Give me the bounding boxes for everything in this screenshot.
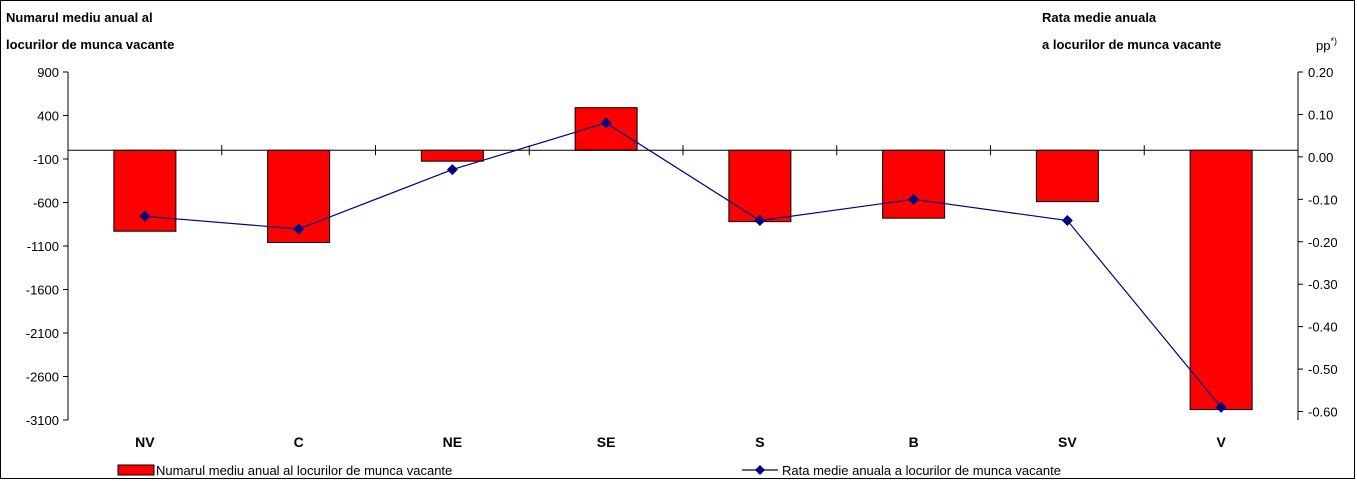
- right-tick-label: -0.20: [1308, 235, 1338, 250]
- category-axis: [68, 145, 1298, 156]
- legend: Numarul mediu anual al locurilor de munc…: [117, 463, 1061, 478]
- rate-point-B: [908, 193, 920, 205]
- legend-bar-label: Numarul mediu anual al locurilor de munc…: [156, 463, 452, 478]
- category-label-SE: SE: [597, 434, 616, 450]
- rate-line: [144, 122, 1222, 408]
- right-axis-title-line2: a locurilor de munca vacante: [1042, 37, 1221, 52]
- rate-point-V: [1215, 401, 1227, 413]
- category-label-B: B: [909, 434, 919, 450]
- right-tick-label: -0.30: [1308, 277, 1338, 292]
- left-tick-label: -3100: [26, 413, 59, 428]
- right-tick-label: -0.50: [1308, 362, 1338, 377]
- left-tick-label: 900: [37, 65, 59, 80]
- legend-line-label: Rata medie anuala a locurilor de munca v…: [782, 463, 1061, 478]
- bar-SV: [1035, 149, 1099, 203]
- category-label-NE: NE: [443, 434, 462, 450]
- category-label-SV: SV: [1058, 434, 1077, 450]
- category-label-C: C: [294, 434, 304, 450]
- rate-point-C: [293, 223, 305, 235]
- right-tick-label: 0.00: [1308, 150, 1333, 165]
- legend-bar-swatch: [117, 464, 155, 476]
- right-axis: 0.20 0.10 0.00 -0.10 -0.20 -0.30 -0.40 -0.50 -0.…: [1297, 65, 1338, 420]
- left-axis-title-line2: locurilor de munca vacante: [6, 37, 174, 52]
- bar-series: [113, 107, 1253, 411]
- left-tick-label: -100: [33, 152, 59, 167]
- right-axis-unit: pp*): [1316, 36, 1337, 53]
- rate-point-NV: [139, 210, 151, 222]
- left-axis: 900 400 -100 -600 -1100 -1600 -2100 -2600 -3100: [26, 65, 69, 428]
- legend-line-marker: [755, 465, 765, 475]
- category-label-NV: NV: [135, 434, 155, 450]
- right-tick-label: -0.40: [1308, 320, 1338, 335]
- right-tick-label: 0.20: [1308, 65, 1333, 80]
- category-label-V: V: [1216, 434, 1226, 450]
- line-series: [139, 117, 1227, 413]
- left-tick-label: -2100: [26, 326, 59, 341]
- bar-S: [728, 149, 792, 223]
- category-label-S: S: [755, 434, 764, 450]
- left-tick-label: -600: [33, 196, 59, 211]
- rate-point-SE: [600, 117, 612, 129]
- left-tick-label: -1100: [27, 239, 59, 254]
- left-tick-label: -1600: [26, 283, 59, 298]
- category-labels: NV C NE SE S B SV V: [135, 434, 1226, 450]
- left-tick-label: 400: [37, 109, 59, 124]
- left-axis-title-line1: Numarul mediu anual al: [6, 10, 153, 25]
- rate-point-NE: [446, 164, 458, 176]
- rate-point-SV: [1061, 215, 1073, 227]
- rate-point-S: [754, 215, 766, 227]
- right-axis-title-line1: Rata medie anuala: [1042, 10, 1157, 25]
- bar-V: [1189, 149, 1253, 411]
- bar-B: [882, 149, 946, 219]
- bar-NE: [420, 149, 484, 162]
- right-tick-label: -0.10: [1308, 192, 1338, 207]
- right-tick-label: 0.10: [1308, 107, 1333, 122]
- left-tick-label: -2600: [26, 370, 59, 385]
- right-tick-label: -0.60: [1308, 405, 1338, 420]
